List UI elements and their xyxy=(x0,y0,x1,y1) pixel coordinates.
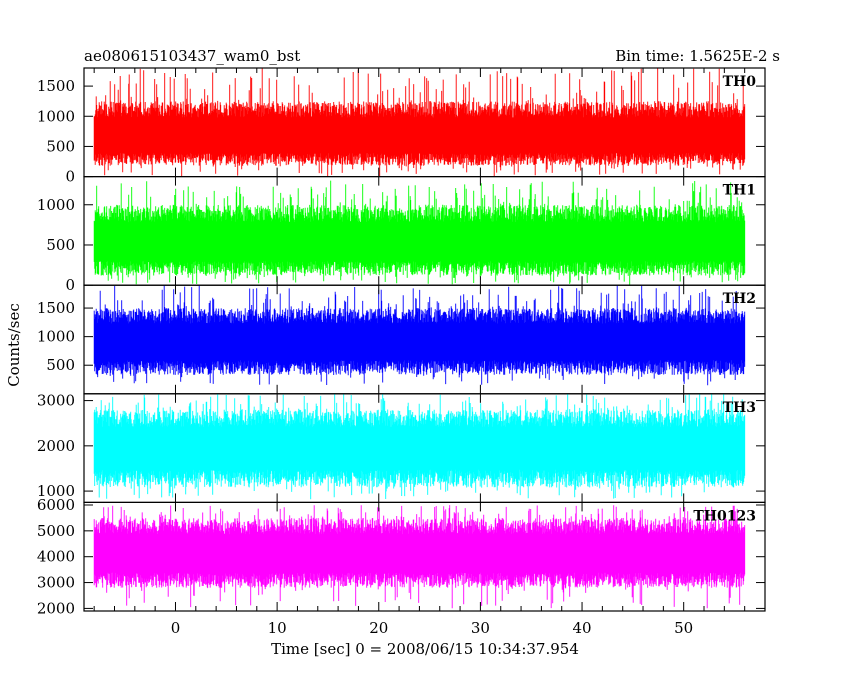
y-tick-label: 5000 xyxy=(37,522,75,540)
panel-label-th0123: TH0123 xyxy=(693,508,756,524)
bin-time-label: Bin time: 1.5625E-2 s xyxy=(615,47,780,65)
series-th0123-line xyxy=(93,505,746,609)
y-tick-label: 1500 xyxy=(37,77,75,95)
y-tick-label: 1000 xyxy=(37,107,75,125)
y-tick-label: 0 xyxy=(65,276,75,294)
x-tick-label: 50 xyxy=(674,619,693,637)
panel-label-th1: TH1 xyxy=(723,183,756,199)
series-th3-line xyxy=(93,393,746,500)
panel-label-th3: TH3 xyxy=(723,400,756,416)
y-tick-label: 1500 xyxy=(37,299,75,317)
y-tick-label: 2000 xyxy=(37,599,75,617)
panel-th3: 1000 2000 3000 TH3 xyxy=(37,392,766,503)
x-axis-label: Time [sec] 0 = 2008/06/15 10:34:37.954 xyxy=(271,640,579,658)
y-tick-label: 3000 xyxy=(37,574,75,592)
series-th2-line xyxy=(93,285,746,386)
x-tick-label: 30 xyxy=(471,619,490,637)
panels-group: 0 500 1000 1500 TH0 0 500 1000 TH1 500 1000 1500 TH2… xyxy=(37,67,766,617)
y-axis-label: Counts/sec xyxy=(5,303,23,387)
y-tick-label: 6000 xyxy=(37,496,75,514)
y-tick-label: 1000 xyxy=(37,196,75,214)
y-tick-label: 2000 xyxy=(37,437,75,455)
y-tick-label: 1000 xyxy=(37,328,75,346)
panel-th0123: 2000 3000 4000 5000 6000 TH0123 xyxy=(37,496,766,617)
x-tick-label: 40 xyxy=(572,619,591,637)
y-tick-label: 4000 xyxy=(37,548,75,566)
series-th1-line xyxy=(93,180,746,285)
x-tick-label: 0 xyxy=(171,619,181,637)
y-tick-label: 1000 xyxy=(37,482,75,500)
panel-th2: 500 1000 1500 TH2 xyxy=(37,284,766,395)
y-tick-label: 500 xyxy=(46,356,75,374)
x-axis: 0 10 20 30 40 50 xyxy=(93,68,766,637)
y-tick-label: 0 xyxy=(65,168,75,186)
x-tick-label: 10 xyxy=(268,619,287,637)
y-tick-label: 500 xyxy=(46,236,75,254)
chart-title: ae080615103437_wam0_bst xyxy=(84,47,300,65)
series-th0-line xyxy=(93,68,746,177)
panel-label-th2: TH2 xyxy=(723,291,756,307)
x-tick-label: 20 xyxy=(369,619,388,637)
y-tick-label: 3000 xyxy=(37,392,75,410)
panel-label-th0: TH0 xyxy=(723,74,757,90)
panel-th1: 0 500 1000 TH1 xyxy=(37,176,766,294)
panel-th0: 0 500 1000 1500 TH0 xyxy=(37,67,766,186)
y-tick-label: 500 xyxy=(46,137,75,155)
